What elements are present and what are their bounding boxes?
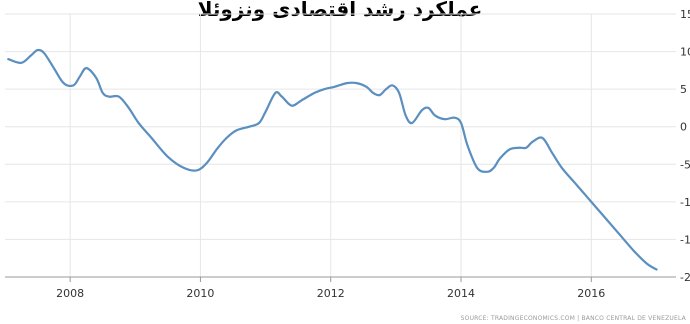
data-point: [619, 234, 621, 236]
data-point: [476, 167, 478, 169]
data-point: [264, 110, 266, 112]
y-tick-label: -5: [680, 158, 690, 171]
grid: [5, 13, 676, 278]
data-point: [584, 193, 586, 195]
data-point: [391, 84, 393, 86]
data-point: [102, 92, 104, 94]
data-point: [531, 141, 533, 143]
data-point: [235, 129, 237, 131]
data-point: [541, 137, 543, 139]
data-point: [20, 62, 22, 64]
data-point: [137, 122, 139, 124]
data-point: [486, 171, 488, 173]
data-point: [404, 114, 406, 116]
data-point: [183, 167, 185, 169]
source-note: SOURCE: TRADINGECONOMICS.COM | BANCO CEN…: [461, 315, 687, 322]
y-tick-label: 5: [680, 83, 687, 96]
data-point: [150, 137, 152, 139]
data-point: [79, 75, 81, 77]
series-layer: [7, 48, 658, 271]
tick-labels: 15 10 5 0 -5 -10 -15 -20 2008 2010 2012 2014 2016: [56, 8, 690, 300]
x-tick-label: 2016: [577, 287, 605, 300]
y-tick-label: 10: [680, 46, 690, 59]
data-point: [525, 147, 527, 149]
data-point: [551, 152, 553, 154]
data-point: [460, 122, 462, 124]
data-point: [62, 82, 64, 84]
data-point: [593, 204, 595, 206]
data-point: [356, 82, 358, 84]
axes: [5, 276, 676, 282]
data-point: [509, 148, 511, 150]
data-point: [128, 107, 130, 109]
data-point: [421, 109, 423, 111]
data-point: [346, 82, 348, 84]
data-point: [36, 49, 38, 51]
x-tick-label: 2012: [317, 287, 345, 300]
data-point: [427, 107, 429, 109]
data-point: [492, 167, 494, 169]
data-point: [216, 148, 218, 150]
chart-title: عملکرد رشد اقتصادی ونزوئلا: [198, 0, 483, 21]
y-tick-label: 0: [680, 121, 687, 134]
data-point: [313, 92, 315, 94]
data-point: [290, 104, 292, 106]
data-point: [398, 92, 400, 94]
y-tick-label: -20: [680, 271, 690, 284]
data-point: [378, 94, 380, 96]
data-point: [499, 157, 501, 159]
data-point: [43, 52, 45, 54]
data-point: [333, 86, 335, 88]
data-point: [196, 169, 198, 171]
data-point: [53, 67, 55, 69]
data-point: [444, 118, 446, 120]
y-tick-label: -10: [680, 196, 690, 209]
data-point: [206, 162, 208, 164]
data-point: [518, 147, 520, 149]
data-point: [281, 95, 283, 97]
data-point: [606, 219, 608, 221]
data-point: [323, 88, 325, 90]
data-point: [248, 126, 250, 128]
x-tick-label: 2014: [447, 287, 475, 300]
data-point: [561, 167, 563, 169]
data-point: [300, 99, 302, 101]
x-tick-label: 2008: [56, 287, 84, 300]
data-point: [7, 58, 9, 60]
data-point: [85, 67, 87, 69]
data-point: [453, 117, 455, 119]
data-point: [632, 250, 634, 252]
data-point: [72, 84, 74, 86]
data-point: [225, 137, 227, 139]
data-point: [372, 92, 374, 94]
data-point: [434, 114, 436, 116]
data-point: [30, 54, 32, 56]
data-point: [167, 156, 169, 158]
y-tick-label: -15: [680, 233, 690, 246]
data-point: [258, 122, 260, 124]
data-point: [108, 95, 110, 97]
data-point: [655, 268, 657, 270]
series-line: [7, 48, 658, 271]
data-point: [411, 122, 413, 124]
data-point: [118, 95, 120, 97]
data-point: [574, 182, 576, 184]
data-point: [385, 88, 387, 90]
data-point: [645, 262, 647, 264]
data-point: [95, 77, 97, 79]
data-point: [365, 86, 367, 88]
data-point: [274, 92, 276, 94]
y-tick-label: 15: [680, 8, 690, 21]
x-tick-label: 2010: [186, 287, 214, 300]
data-point: [466, 144, 468, 146]
